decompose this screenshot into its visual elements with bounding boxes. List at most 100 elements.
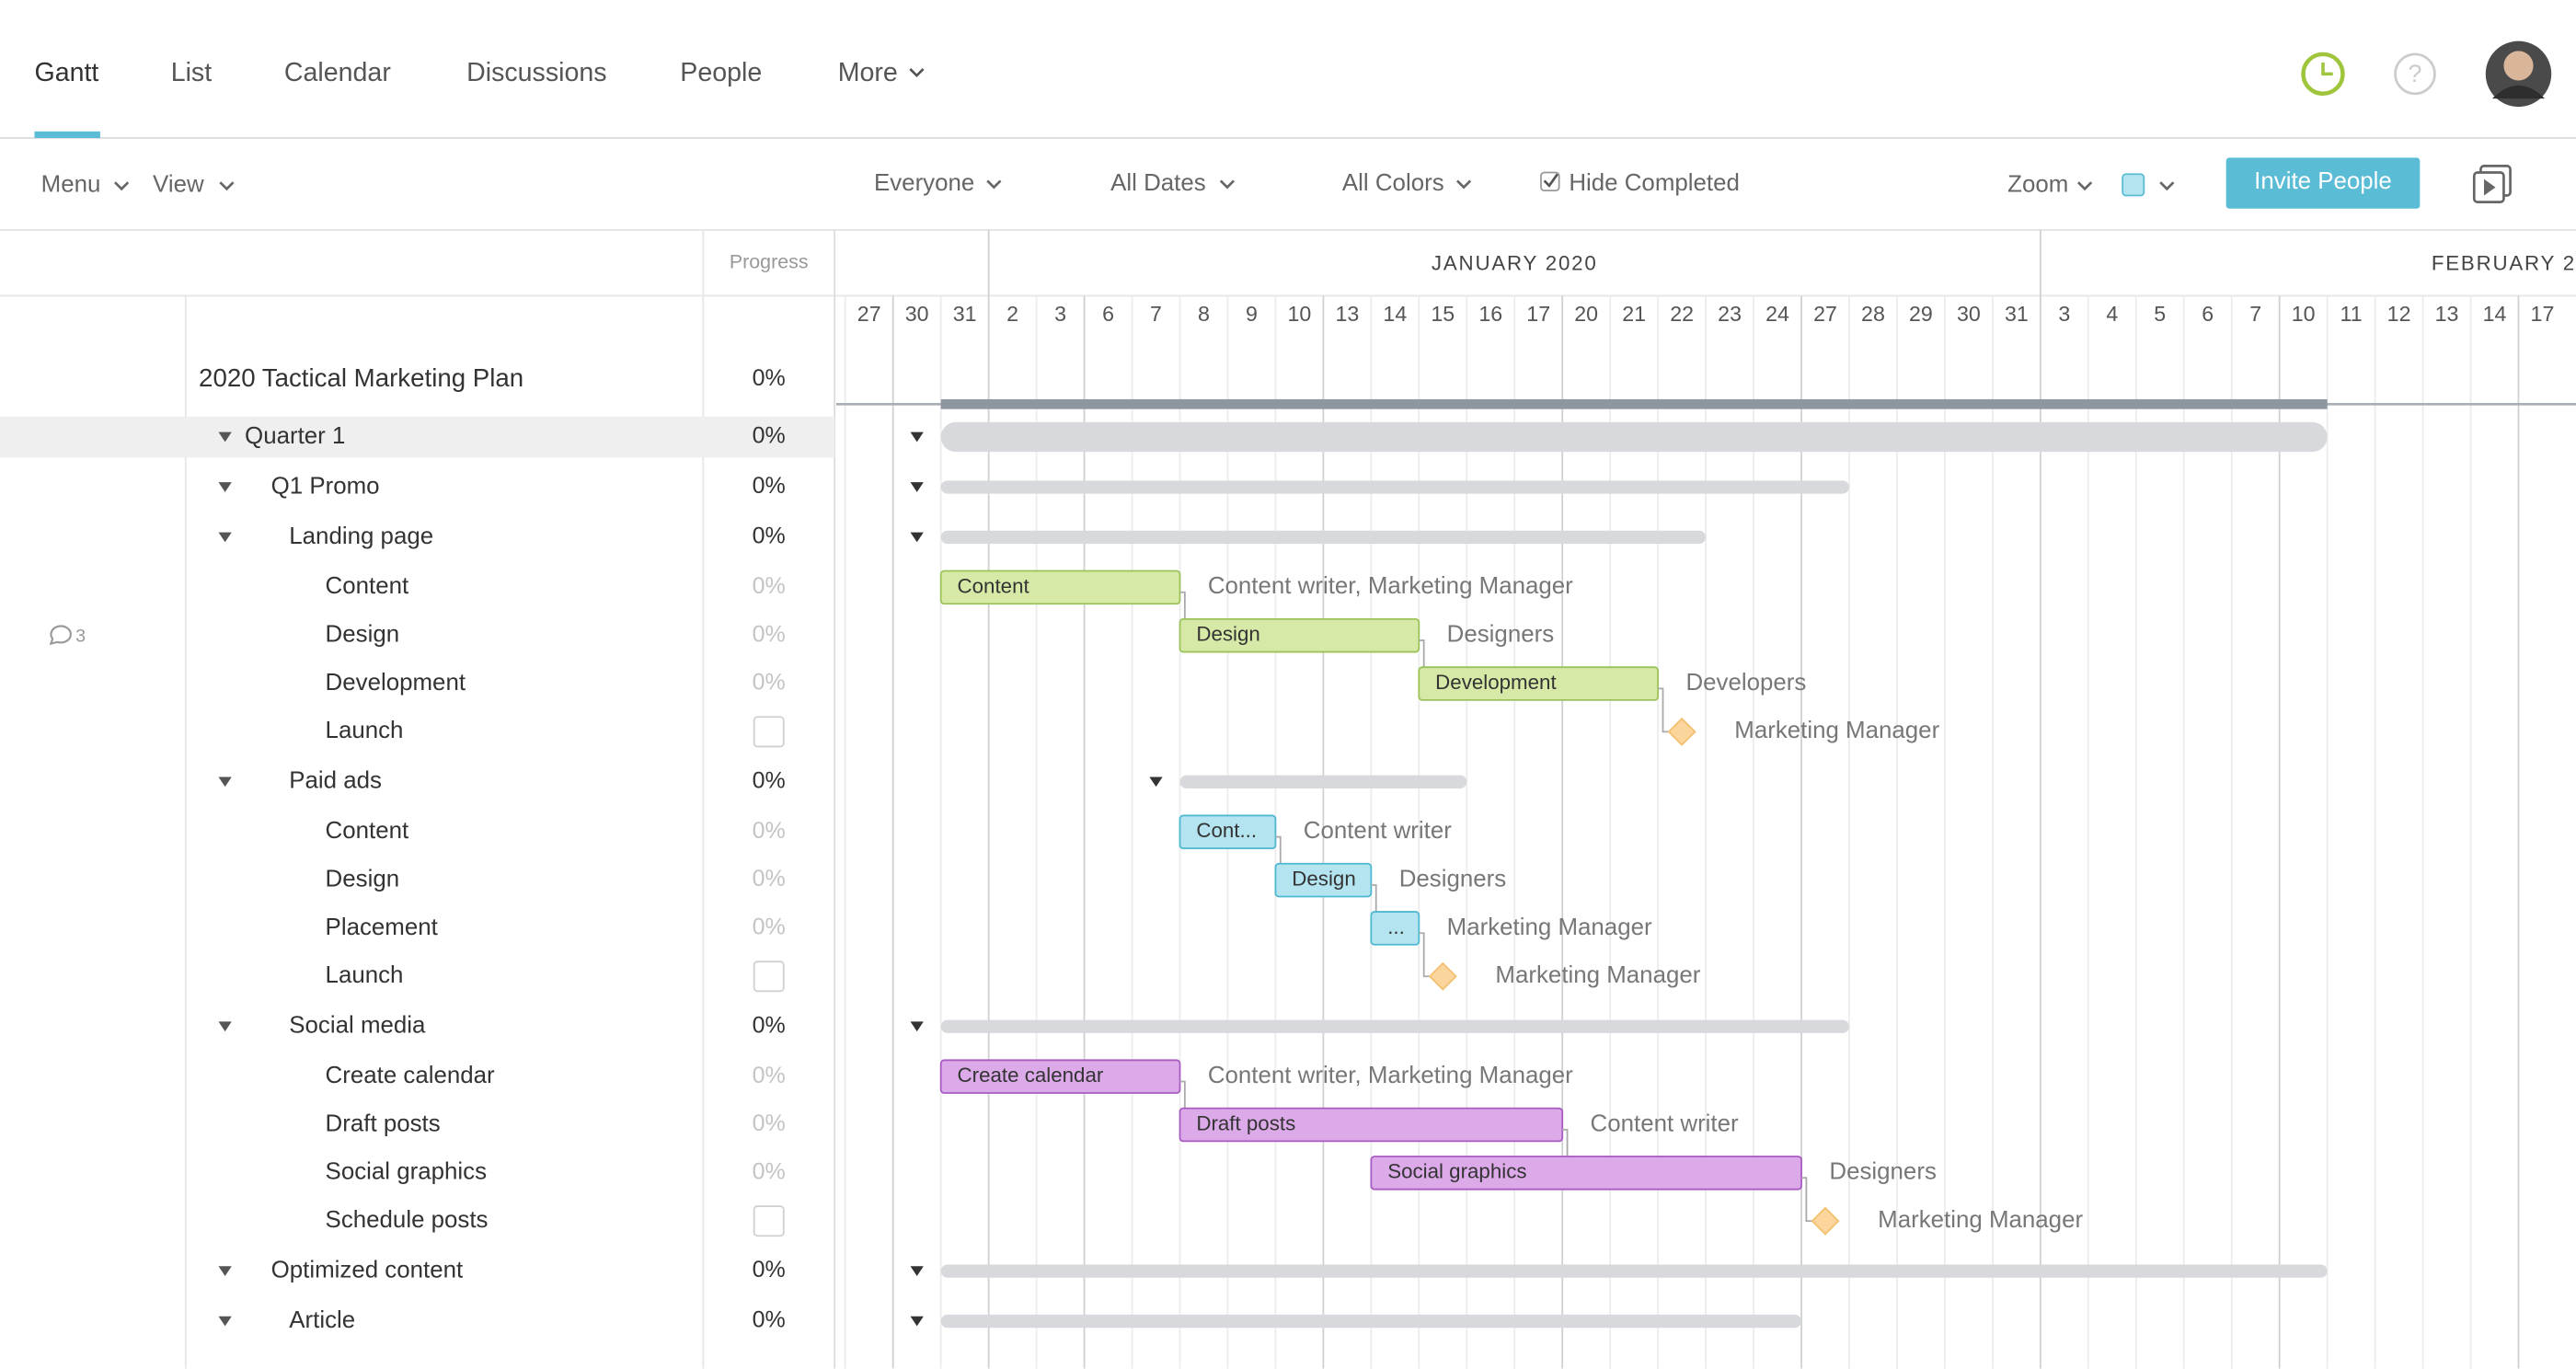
filter-dropdown[interactable]: All Dates <box>1110 170 1206 196</box>
row-name[interactable]: Quarter 1 <box>245 423 345 449</box>
presentation-icon[interactable] <box>2472 165 2512 203</box>
collapse-toggle[interactable] <box>910 1266 924 1276</box>
task-bar[interactable] <box>939 1059 1181 1094</box>
assignee: Marketing Manager <box>1495 962 1700 988</box>
milestone-checkbox[interactable] <box>753 1205 785 1237</box>
row-name[interactable]: Draft posts <box>326 1110 441 1136</box>
milestone[interactable] <box>1428 961 1457 991</box>
row-name[interactable]: 2020 Tactical Marketing Plan <box>199 363 523 392</box>
avatar[interactable] <box>2485 40 2552 108</box>
group-bar[interactable] <box>940 1019 1849 1033</box>
timer-icon[interactable] <box>2301 52 2345 97</box>
row-name[interactable]: Optimized content <box>271 1257 464 1283</box>
group-bar[interactable] <box>1179 775 1467 788</box>
progress-value: 0% <box>753 866 786 892</box>
assignee: Marketing Manager <box>1878 1207 2083 1233</box>
color-swatch[interactable] <box>2122 173 2145 197</box>
checkmark <box>1543 173 1558 188</box>
zoom-button[interactable]: Zoom <box>2007 172 2068 198</box>
collapse-toggle[interactable] <box>218 431 232 443</box>
row-name[interactable]: Launch <box>326 718 404 743</box>
group-bar[interactable] <box>940 530 1707 545</box>
row-name[interactable]: Placement <box>326 915 438 940</box>
collapse-toggle[interactable] <box>910 431 924 443</box>
hide-completed-label[interactable]: Hide Completed <box>1569 170 1740 196</box>
collapse-toggle[interactable] <box>910 532 924 543</box>
nav-tab[interactable]: Calendar <box>284 58 391 87</box>
collapse-toggle[interactable] <box>910 482 924 492</box>
nav-tab[interactable]: Discussions <box>466 58 606 87</box>
comment-count[interactable]: 3 <box>75 627 86 647</box>
task-bar[interactable] <box>1179 814 1277 850</box>
filter-dropdown[interactable]: All Colors <box>1342 170 1444 196</box>
progress-value: 0% <box>753 423 786 449</box>
task-bar[interactable] <box>1179 1107 1564 1143</box>
chevron[interactable] <box>1219 179 1236 190</box>
row-name[interactable]: Social media <box>289 1013 426 1039</box>
row-name[interactable]: Design <box>326 866 400 892</box>
milestone-checkbox[interactable] <box>753 716 785 748</box>
task-bar[interactable] <box>939 569 1181 605</box>
svg-text:?: ? <box>2409 60 2422 87</box>
month-label: JANUARY 2020 <box>1432 251 1598 274</box>
milestone-checkbox[interactable] <box>753 961 785 993</box>
more-chevron[interactable] <box>909 68 925 78</box>
assignee: Designers <box>1829 1159 1937 1185</box>
collapse-toggle[interactable] <box>218 1021 232 1032</box>
task-bar[interactable] <box>1370 1156 1802 1191</box>
group-bar[interactable] <box>940 421 2328 453</box>
group-bar[interactable] <box>940 480 1849 494</box>
collapse-toggle[interactable] <box>218 482 232 492</box>
task-bar[interactable] <box>1179 617 1420 653</box>
task-bar[interactable] <box>1274 862 1373 898</box>
chevron[interactable] <box>1455 179 1472 190</box>
row-name[interactable]: Paid ads <box>289 768 382 794</box>
task-bar[interactable] <box>1418 666 1660 701</box>
group-bar[interactable] <box>940 1264 2328 1278</box>
row-name[interactable]: Create calendar <box>326 1063 495 1088</box>
row-name[interactable]: Content <box>326 818 409 844</box>
day-label: 31 <box>953 302 977 326</box>
day-label: 11 <box>2340 302 2363 326</box>
row-name[interactable]: Landing page <box>289 523 433 549</box>
group-bar[interactable] <box>940 1314 1802 1329</box>
collapse-toggle[interactable] <box>910 1316 924 1327</box>
row-name[interactable]: Q1 Promo <box>271 473 380 499</box>
menu-button[interactable]: Menu <box>41 172 101 198</box>
row-name[interactable]: Schedule posts <box>326 1207 489 1233</box>
milestone[interactable] <box>1667 717 1696 746</box>
view-button[interactable]: View <box>153 172 204 198</box>
collapse-toggle[interactable] <box>218 1316 232 1327</box>
nav-tab[interactable]: List <box>171 58 213 87</box>
collapse-toggle[interactable] <box>218 777 232 788</box>
row-name[interactable]: Content <box>326 573 409 599</box>
collapse-toggle[interactable] <box>910 1021 924 1032</box>
row-name[interactable]: Article <box>289 1307 355 1333</box>
collapse-toggle[interactable] <box>1149 777 1163 788</box>
row-name[interactable]: Design <box>326 622 400 648</box>
plan-bar[interactable] <box>940 398 2328 409</box>
milestone[interactable] <box>1811 1206 1840 1236</box>
nav-tab[interactable]: More <box>838 58 898 87</box>
collapse-toggle[interactable] <box>218 532 232 543</box>
chevron[interactable] <box>986 179 1002 190</box>
chevron[interactable] <box>2159 181 2175 191</box>
invite-button[interactable] <box>2225 157 2421 209</box>
comment-icon[interactable] <box>49 625 72 646</box>
row-name[interactable]: Development <box>326 670 466 696</box>
assignee: Content writer, Marketing Manager <box>1208 573 1573 599</box>
row-name[interactable]: Launch <box>326 962 404 988</box>
collapse-toggle[interactable] <box>218 1266 232 1276</box>
chevron[interactable] <box>2076 181 2093 191</box>
task-bar[interactable] <box>1370 911 1420 946</box>
nav-tab[interactable]: Gantt <box>34 58 98 87</box>
nav-tab[interactable]: People <box>680 58 762 87</box>
filter-dropdown[interactable]: Everyone <box>874 170 974 196</box>
chevron[interactable] <box>114 181 130 191</box>
row-name[interactable]: Social graphics <box>326 1159 487 1185</box>
chevron[interactable] <box>219 181 235 191</box>
help-icon[interactable]: ? <box>2394 52 2436 96</box>
invite-label[interactable]: Invite People <box>2254 168 2392 194</box>
